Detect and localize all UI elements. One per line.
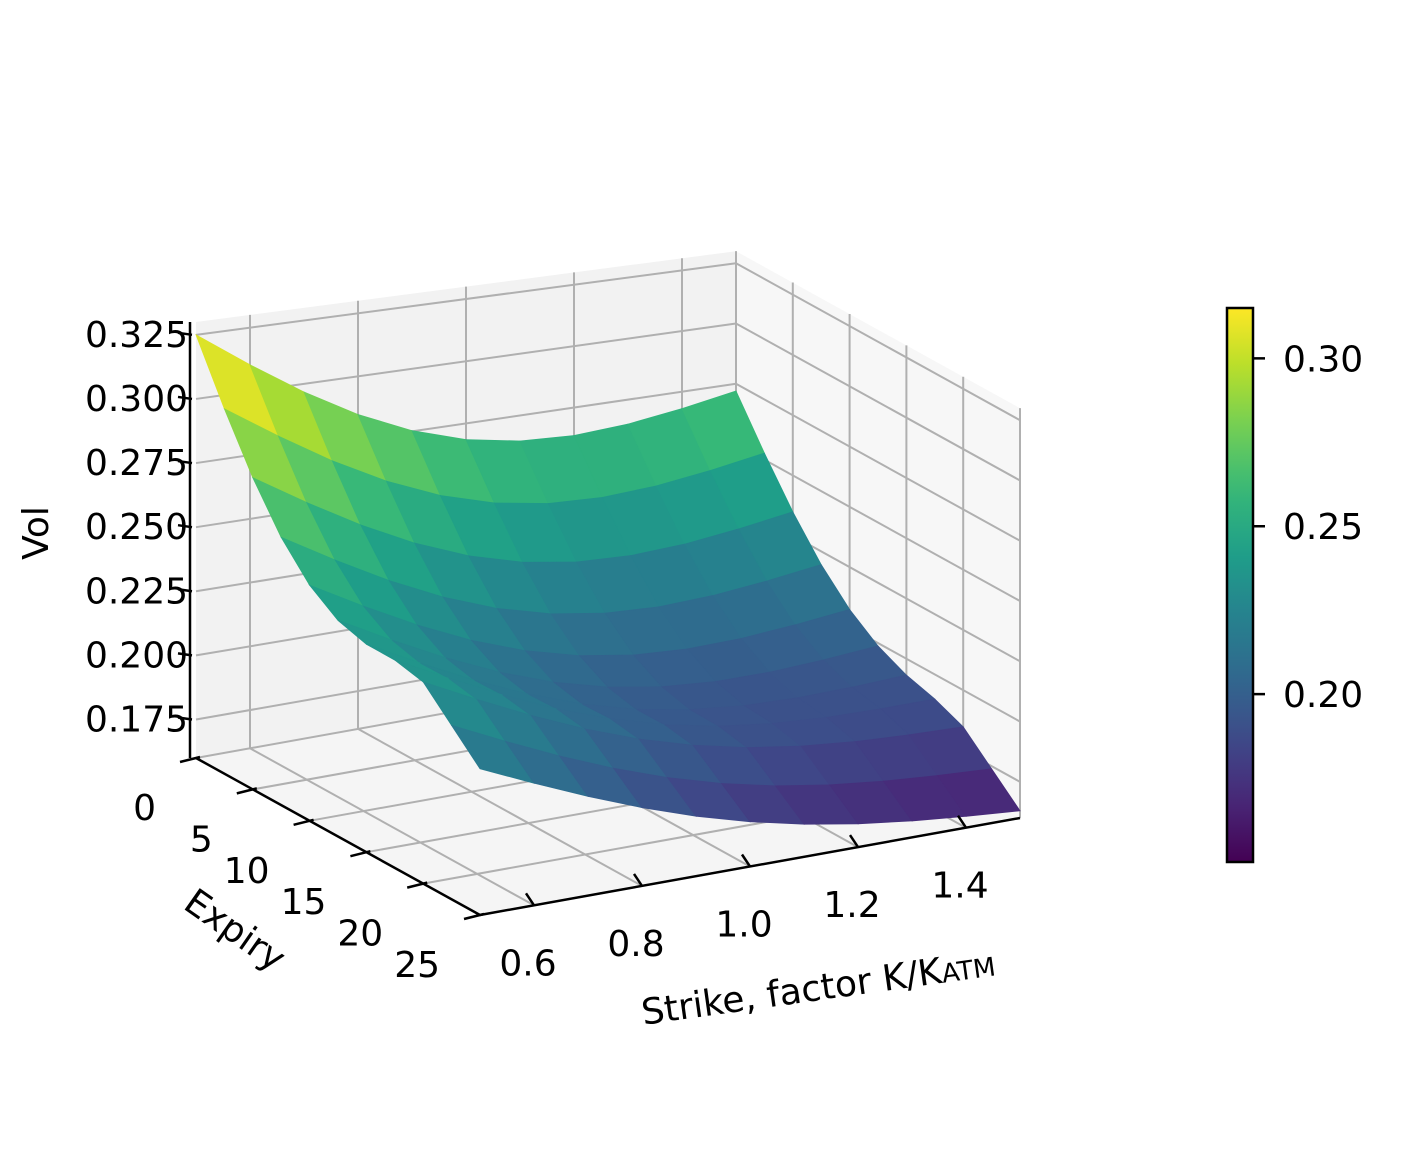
z-tick-label: 0.250 [85, 507, 188, 548]
z-tick-label: 0.225 [85, 571, 188, 612]
y-tick [350, 849, 371, 858]
y-tick-label: 25 [394, 945, 440, 986]
y-tick [179, 755, 201, 764]
y-tick-label: 0 [133, 788, 156, 829]
x-axis-title-main: Strike, factor K/K [639, 951, 946, 1034]
z-tick [177, 395, 193, 401]
x-axis-title: Strike, factor K/KATM [639, 943, 998, 1033]
x-tick-label: 0.8 [607, 924, 664, 965]
z-tick-label: 0.275 [85, 443, 188, 484]
x-tick [524, 892, 536, 906]
z-axis-title: Vol [16, 506, 57, 560]
z-tick-label: 0.325 [85, 315, 188, 356]
y-tick [236, 787, 258, 795]
colorbar-ticks: 0.20 0.25 0.30 [1253, 339, 1363, 716]
gridline-back-vol [195, 262, 737, 336]
y-axis-line [195, 756, 481, 917]
z-tick [177, 459, 193, 465]
x-tick-label: 1.4 [931, 866, 988, 907]
gridline-side-vol [735, 382, 1021, 542]
gridline-side-vol [735, 322, 1021, 482]
x-tick-label: 1.2 [823, 885, 880, 926]
z-tick-label: 0.175 [85, 700, 188, 741]
gridline-side-vol [735, 262, 1021, 422]
colorbar-tick-label: 0.25 [1283, 507, 1363, 548]
gridline-floor-strike [249, 747, 535, 907]
y-tick-label: 5 [190, 819, 213, 860]
x-axis-title-subscript: ATM [940, 952, 998, 989]
y-tick-label: 10 [224, 851, 270, 892]
z-tick [177, 331, 193, 337]
y-axis-title: Expiry [177, 881, 293, 979]
y-tick-label: 15 [281, 882, 327, 923]
z-tick-label: 0.300 [85, 379, 188, 420]
x-tick-label: 1.0 [715, 905, 772, 946]
colorbar-tick-label: 0.30 [1283, 339, 1363, 380]
x-tick [632, 873, 644, 887]
x-tick [740, 853, 752, 868]
surface-patch [936, 768, 1021, 817]
y-tick [293, 818, 314, 827]
colorbar-tick-label: 0.20 [1283, 675, 1363, 716]
x-tick [848, 834, 860, 848]
vol-surface [195, 333, 1021, 825]
y-tick-label: 20 [337, 914, 383, 955]
axes: 0.175 0.200 0.225 0.250 0.275 0.300 0.325 05 10 1… [85, 315, 1021, 986]
z-tick [177, 652, 193, 657]
z-tick [177, 716, 193, 721]
colorbar [1225, 306, 1255, 864]
x-tick-label: 0.6 [499, 943, 556, 984]
z-tick-label: 0.200 [85, 635, 188, 676]
z-tick [177, 523, 193, 529]
z-tick [177, 588, 193, 593]
gridline-side-vol [735, 443, 1021, 602]
gridline-floor-strike [357, 728, 643, 887]
y-tick [406, 881, 428, 889]
x-tick [956, 815, 968, 829]
